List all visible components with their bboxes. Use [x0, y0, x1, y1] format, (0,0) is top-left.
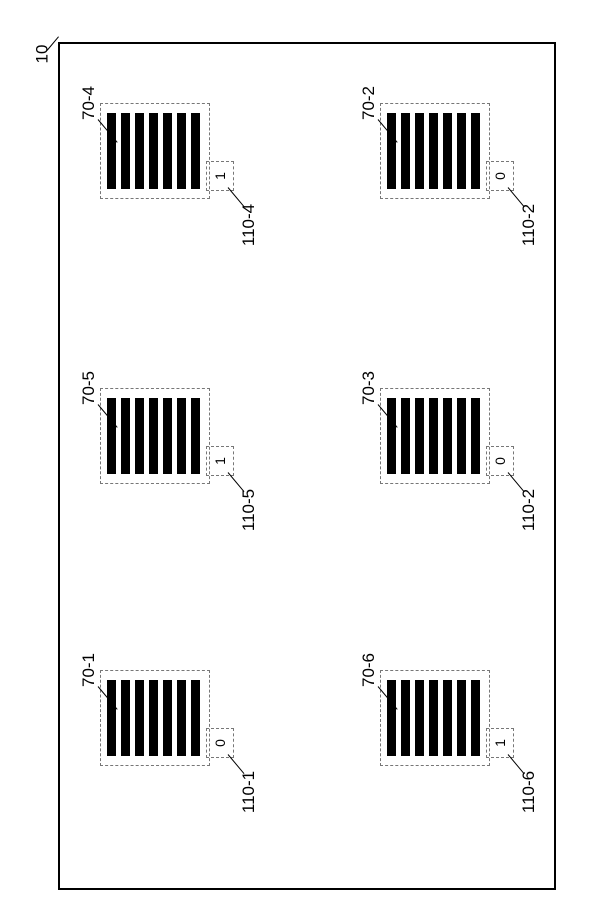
side-label: 110-2	[519, 489, 539, 531]
module-label: 70-1	[79, 653, 99, 687]
module-label: 70-4	[79, 86, 99, 120]
side-label: 110-1	[239, 771, 259, 813]
side-box-text: 1	[212, 457, 228, 465]
module-label: 70-6	[359, 653, 379, 687]
side-box-text: 1	[212, 172, 228, 180]
side-label: 110-6	[519, 771, 539, 813]
side-box-text: 1	[492, 739, 508, 747]
side-box-text: 0	[212, 739, 228, 747]
module-label: 70-5	[79, 371, 99, 405]
module-label: 70-2	[359, 86, 379, 120]
side-label: 110-2	[519, 204, 539, 246]
side-box: 1	[206, 446, 234, 476]
side-box: 0	[486, 446, 514, 476]
side-box: 0	[206, 728, 234, 758]
module-label: 70-3	[359, 371, 379, 405]
side-box-text: 0	[492, 457, 508, 465]
side-box: 1	[486, 728, 514, 758]
side-label: 110-4	[239, 204, 259, 246]
side-box: 0	[486, 161, 514, 191]
side-box-text: 0	[492, 172, 508, 180]
side-label: 110-5	[239, 489, 259, 531]
diagram-canvas: 1 0 70-4 1 110-4 70-5 1 110-5 70-1 0 110-1 70-2 0 110…	[0, 0, 598, 921]
side-box: 1	[206, 161, 234, 191]
